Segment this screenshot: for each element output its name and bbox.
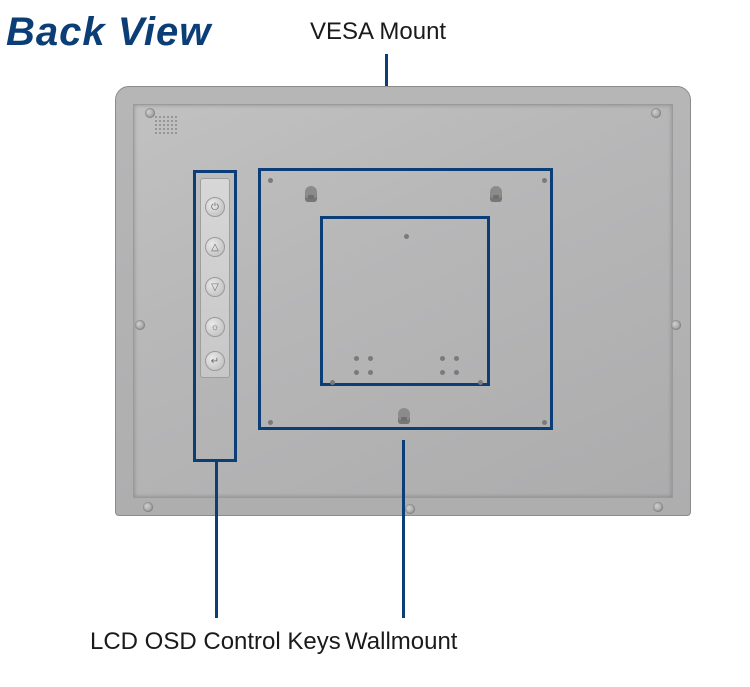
- vesa-hole: [368, 356, 373, 361]
- vesa-hole: [454, 356, 459, 361]
- osd-button: ⏻: [205, 197, 225, 217]
- osd-button: ↵: [205, 351, 225, 371]
- vesa-hole: [440, 356, 445, 361]
- callout-line-wallmount: [402, 440, 405, 618]
- label-wallmount: Wallmount: [345, 628, 457, 656]
- screw: [145, 108, 155, 118]
- label-osd: LCD OSD Control Keys: [90, 628, 341, 656]
- vesa-hole: [454, 370, 459, 375]
- vesa-frame: [320, 216, 490, 386]
- screw: [653, 502, 663, 512]
- mount-slot: [398, 408, 410, 424]
- mount-slot: [305, 186, 317, 202]
- label-vesa-mount: VESA Mount: [310, 18, 446, 46]
- osd-button: ▽: [205, 277, 225, 297]
- page-title: Back View: [6, 10, 211, 55]
- osd-button: △: [205, 237, 225, 257]
- screw: [135, 320, 145, 330]
- panel-hole: [330, 380, 335, 385]
- panel-hole: [478, 380, 483, 385]
- panel-hole: [268, 178, 273, 183]
- screw: [143, 502, 153, 512]
- callout-line-osd: [215, 462, 218, 618]
- panel-hole: [542, 178, 547, 183]
- panel-hole: [268, 420, 273, 425]
- vesa-hole: [354, 370, 359, 375]
- speaker-vent: [155, 116, 177, 134]
- screw: [671, 320, 681, 330]
- panel-hole: [542, 420, 547, 425]
- osd-button: ☼: [205, 317, 225, 337]
- osd-control-pad: ⏻ △ ▽ ☼ ↵: [200, 178, 230, 378]
- panel-hole: [404, 234, 409, 239]
- mount-slot: [490, 186, 502, 202]
- vesa-hole: [354, 356, 359, 361]
- screw: [651, 108, 661, 118]
- vesa-hole: [368, 370, 373, 375]
- screw: [405, 504, 415, 514]
- vesa-hole: [440, 370, 445, 375]
